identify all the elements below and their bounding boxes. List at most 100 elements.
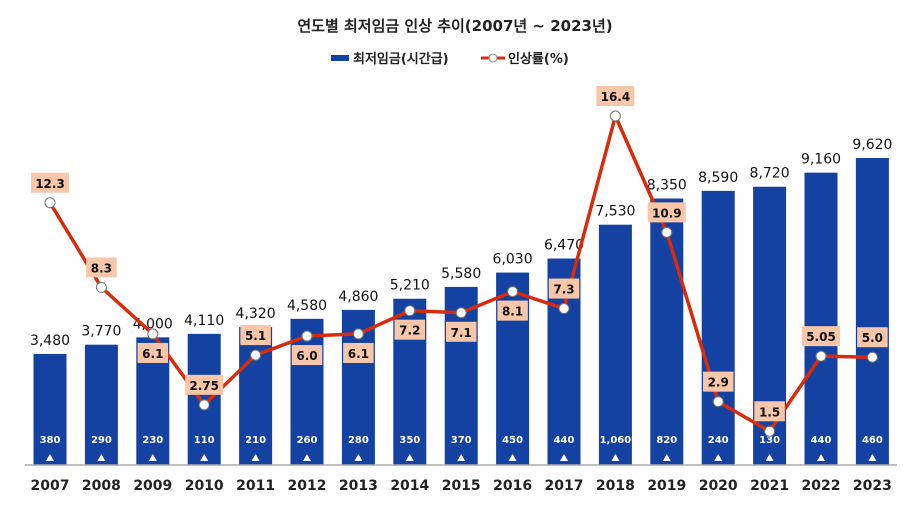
legend-line-marker: [488, 53, 498, 63]
x-tick-label: 2021: [750, 478, 789, 494]
bar-2023: [855, 158, 889, 465]
increase-label: 380: [40, 435, 61, 446]
increase-label: 450: [502, 435, 523, 446]
bar-value-label: 8,720: [750, 166, 790, 182]
rate-label-box: [445, 321, 477, 342]
bar-value-label: 4,000: [133, 316, 173, 332]
rate-label-box: [596, 86, 635, 106]
rate-point-2013: [352, 328, 364, 340]
x-tick-label: 2015: [442, 478, 481, 494]
increase-label: 110: [194, 435, 215, 446]
bar-value-label: 3,770: [81, 324, 121, 340]
bar-value-label: 4,320: [236, 306, 276, 322]
up-triangle-icon: [354, 454, 363, 461]
rate-point-2008: [95, 281, 107, 293]
increase-label: 130: [759, 435, 780, 446]
x-tick-label: 2007: [31, 478, 70, 494]
x-tick-label: 2009: [133, 478, 172, 494]
up-triangle-icon: [303, 454, 311, 461]
rate-label-box: [647, 202, 686, 223]
rate-point-2017: [558, 303, 570, 315]
rate-point-2022: [815, 350, 827, 362]
rate-label-box: [497, 300, 528, 321]
bar-2018: [598, 224, 632, 465]
bar-value-label: 4,580: [287, 298, 327, 314]
rate-label-box: [802, 326, 840, 347]
rate-label: 5.05: [806, 330, 836, 344]
legend-line-label: 인상률(%): [508, 51, 569, 67]
x-tick-label: 2008: [82, 478, 121, 494]
rate-label-box: [343, 342, 374, 363]
bar-value-label: 5,580: [441, 266, 481, 282]
rate-label-box: [702, 371, 734, 392]
x-tick-label: 2010: [185, 478, 224, 494]
rate-point-2018: [609, 110, 621, 122]
bar-value-label: 8,590: [698, 170, 738, 186]
increase-label: 260: [297, 435, 318, 446]
rate-label: 16.4: [601, 90, 631, 104]
up-triangle-icon: [457, 454, 466, 461]
bar-value-label: 5,210: [390, 278, 430, 294]
up-triangle-icon: [765, 454, 774, 461]
up-triangle-icon: [200, 454, 209, 461]
bar-value-label: 3,480: [30, 333, 70, 349]
increase-label: 350: [399, 435, 420, 446]
up-triangle-icon: [868, 454, 877, 461]
rate-point-2010: [198, 399, 210, 411]
bar-2007: [33, 353, 67, 465]
bar-2008: [84, 344, 118, 465]
up-triangle-icon: [611, 454, 620, 461]
rate-label-box: [240, 325, 271, 346]
up-triangle-icon: [662, 454, 671, 461]
rate-point-2016: [507, 286, 519, 298]
rate-point-2020: [712, 396, 724, 408]
rate-label-box: [394, 319, 426, 340]
rate-label-box: [137, 342, 169, 363]
chart-title: 연도별 최저임금 인상 추이(2007년 ~ 2023년): [297, 17, 612, 35]
legend-bar-label: 최저임금(시간급): [353, 51, 449, 67]
up-triangle-icon: [817, 454, 825, 461]
bar-value-label: 4,860: [338, 289, 378, 305]
x-tick-label: 2014: [390, 478, 429, 494]
bar-value-label: 4,110: [184, 313, 224, 329]
increase-label: 240: [708, 435, 729, 446]
rate-label: 1.5: [759, 405, 780, 419]
rate-label: 10.9: [652, 206, 682, 220]
rate-point-2011: [250, 349, 262, 361]
increase-label: 460: [862, 435, 883, 446]
rate-label: 6.1: [142, 347, 163, 361]
up-triangle-icon: [148, 454, 157, 461]
rate-label: 7.1: [451, 326, 472, 340]
rate-label: 2.75: [189, 379, 219, 393]
rate-point-2021: [764, 425, 776, 437]
increase-label: 370: [451, 435, 472, 446]
rate-label: 2.9: [708, 376, 729, 390]
x-tick-label: 2020: [699, 478, 738, 494]
rate-label: 7.2: [399, 324, 420, 338]
rate-label-box: [185, 374, 224, 395]
up-triangle-icon: [251, 454, 260, 461]
increase-label: 1,060: [600, 435, 632, 446]
rate-point-2007: [44, 197, 56, 209]
increase-label: 440: [811, 435, 832, 446]
rate-label-box: [754, 401, 785, 422]
rate-label: 8.1: [502, 305, 523, 319]
up-triangle-icon: [46, 454, 54, 461]
x-tick-label: 2018: [596, 478, 635, 494]
bar-value-label: 9,620: [852, 137, 892, 153]
increase-label: 210: [245, 435, 266, 446]
x-tick-label: 2023: [853, 478, 892, 494]
x-tick-label: 2022: [802, 478, 841, 494]
rate-label-box: [291, 345, 323, 366]
up-triangle-icon: [97, 454, 106, 461]
increase-label: 820: [656, 435, 677, 446]
up-triangle-icon: [508, 454, 517, 461]
rate-point-2023: [866, 351, 878, 363]
rate-label: 8.3: [91, 261, 112, 275]
rate-label-box: [31, 172, 69, 193]
bar-2012: [290, 318, 324, 465]
rate-label: 5.1: [245, 329, 266, 343]
x-tick-label: 2019: [647, 478, 686, 494]
rate-label: 5.0: [862, 331, 883, 345]
